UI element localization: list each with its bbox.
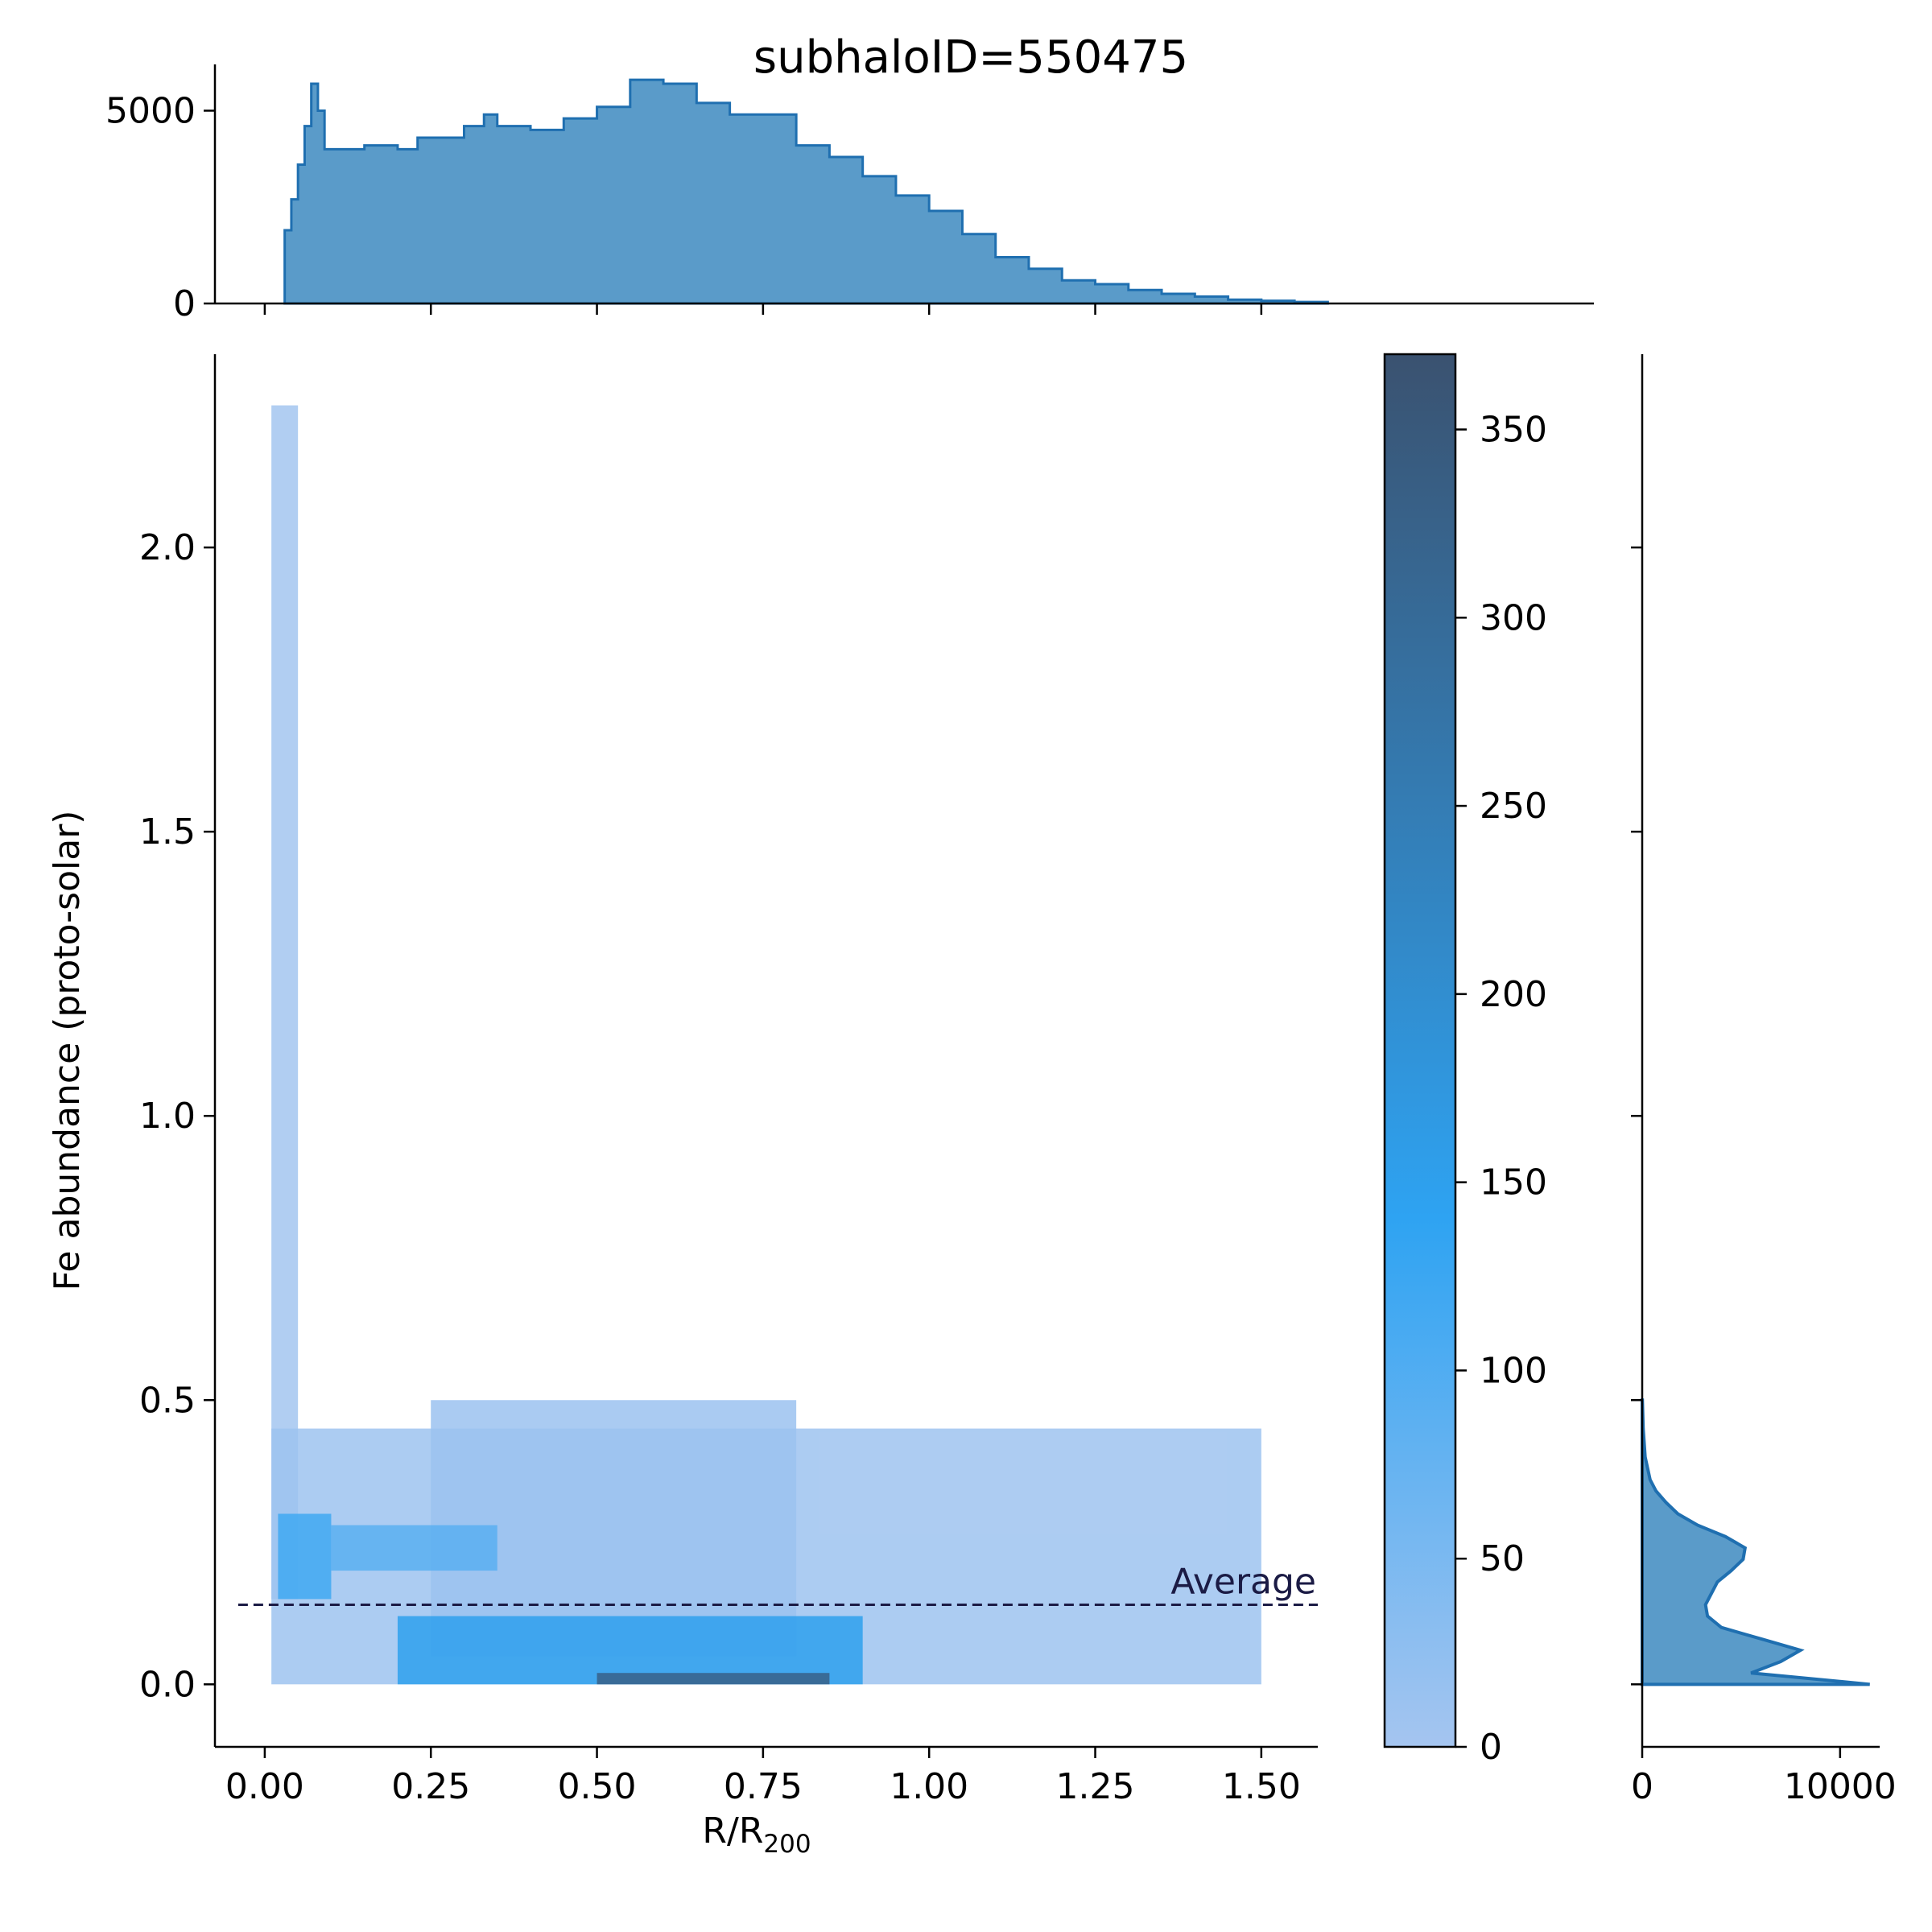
x-tick-label: 0.75 (724, 1766, 803, 1807)
x-tick-label: 0.50 (558, 1766, 637, 1807)
colorbar-tick-label: 50 (1480, 1538, 1525, 1579)
colorbar: 0 50 100 150 200 250 300 350 (1383, 353, 1547, 1768)
x-tick-label: 1.00 (890, 1766, 968, 1807)
right-marginal-histogram: 0 10000 (1631, 354, 1897, 1807)
colorbar-tick-label: 0 (1480, 1727, 1502, 1768)
top-histogram-bars (283, 78, 1329, 305)
x-tick-label: 0.25 (391, 1766, 470, 1807)
y-tick-label: 0.0 (139, 1664, 196, 1705)
colorbar-tick-label: 250 (1480, 786, 1547, 827)
y-tick-label: 2.0 (139, 527, 196, 568)
x-tick-label: 1.50 (1222, 1766, 1301, 1807)
main-axis-ticks: 0.00 0.25 0.50 0.75 1.00 1.25 1.50 0.0 0.5 1.0 1.5… (139, 527, 1301, 1807)
y-tick-label: 1.0 (139, 1096, 196, 1137)
right-hist-x-tick-label: 0 (1631, 1766, 1653, 1807)
heatmap-region (271, 405, 299, 1600)
average-label: Average (1170, 1561, 1316, 1602)
x-tick-label: 1.25 (1056, 1766, 1135, 1807)
colorbar-gradient (1383, 353, 1457, 1748)
y-tick-label: 0.5 (139, 1380, 196, 1421)
colorbar-tick-label: 300 (1480, 597, 1547, 638)
colorbar-tick-label: 350 (1480, 410, 1547, 451)
y-axis-label: Fe abundance (proto-solar) (47, 811, 88, 1291)
colorbar-tick-label: 150 (1480, 1162, 1547, 1203)
colorbar-tick-label: 200 (1480, 974, 1547, 1015)
heatmap-cells (271, 405, 1261, 1685)
heatmap-region (597, 1673, 830, 1685)
heatmap-region (331, 1525, 497, 1571)
top-hist-y-tick-label: 5000 (105, 90, 196, 131)
x-tick-label: 0.00 (225, 1766, 304, 1807)
x-axis-label: R/R200 (702, 1810, 811, 1859)
right-hist-x-tick-label: 10000 (1784, 1766, 1897, 1807)
average-line-group: Average (237, 1561, 1318, 1606)
heatmap-region (278, 1513, 332, 1600)
right-histogram-bars (1641, 1398, 1870, 1686)
y-tick-label: 1.5 (139, 811, 196, 852)
main-axes-lines (213, 354, 1318, 1748)
colorbar-tick-label: 100 (1480, 1350, 1547, 1391)
chart-title: subhaloID=550475 (753, 31, 1188, 84)
main-heatmap-axes: 0.00 0.25 0.50 0.75 1.00 1.25 1.50 0.0 0.5 1.0 1.5… (139, 354, 1318, 1807)
top-hist-y-tick-label: 0 (173, 283, 196, 324)
top-marginal-histogram: 0 5000 (105, 64, 1594, 324)
